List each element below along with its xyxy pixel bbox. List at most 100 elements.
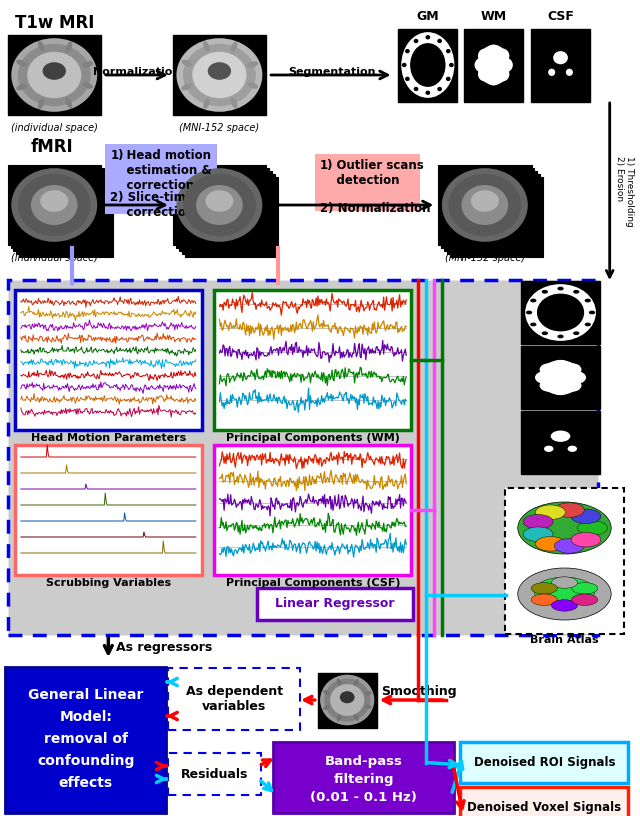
Ellipse shape xyxy=(572,583,598,594)
Ellipse shape xyxy=(65,98,72,109)
Text: (0.01 - 0.1 Hz): (0.01 - 0.1 Hz) xyxy=(310,791,417,804)
Text: confounding: confounding xyxy=(37,754,134,768)
Ellipse shape xyxy=(449,63,454,67)
Ellipse shape xyxy=(205,190,234,212)
Ellipse shape xyxy=(539,360,582,395)
Text: Outlier scans
    detection: Outlier scans detection xyxy=(320,159,424,187)
Bar xyxy=(521,411,600,474)
Text: Residuals: Residuals xyxy=(181,768,248,780)
FancyBboxPatch shape xyxy=(504,488,625,634)
Ellipse shape xyxy=(531,594,557,605)
Ellipse shape xyxy=(540,363,559,376)
Ellipse shape xyxy=(530,299,536,303)
Ellipse shape xyxy=(12,168,97,242)
Bar xyxy=(179,171,272,251)
FancyBboxPatch shape xyxy=(460,742,628,783)
Ellipse shape xyxy=(449,174,521,236)
Text: (MNI-152 space): (MNI-152 space) xyxy=(445,253,525,263)
Ellipse shape xyxy=(208,62,231,80)
Ellipse shape xyxy=(550,360,570,372)
Ellipse shape xyxy=(572,594,598,605)
Ellipse shape xyxy=(584,322,591,326)
Ellipse shape xyxy=(193,51,246,98)
Bar xyxy=(182,174,275,254)
Ellipse shape xyxy=(554,503,584,517)
Ellipse shape xyxy=(183,174,256,236)
Ellipse shape xyxy=(16,83,27,91)
Ellipse shape xyxy=(571,509,601,524)
Text: CSF: CSF xyxy=(547,10,574,23)
Ellipse shape xyxy=(471,190,499,212)
Ellipse shape xyxy=(177,168,262,242)
Text: (individual space): (individual space) xyxy=(11,123,98,133)
Ellipse shape xyxy=(530,322,536,326)
Text: Brain Atlas: Brain Atlas xyxy=(530,635,599,645)
Ellipse shape xyxy=(410,43,445,86)
Ellipse shape xyxy=(548,69,556,76)
Text: General Linear: General Linear xyxy=(28,688,143,702)
Bar xyxy=(173,35,266,115)
Ellipse shape xyxy=(330,684,364,716)
Ellipse shape xyxy=(405,49,410,53)
Text: Segmentation: Segmentation xyxy=(289,67,376,77)
Ellipse shape xyxy=(27,51,81,98)
FancyBboxPatch shape xyxy=(106,144,218,214)
Ellipse shape xyxy=(177,38,262,112)
Ellipse shape xyxy=(196,185,243,225)
Ellipse shape xyxy=(340,691,355,703)
Ellipse shape xyxy=(248,82,258,89)
FancyBboxPatch shape xyxy=(460,787,628,816)
FancyBboxPatch shape xyxy=(257,588,413,620)
Text: 1): 1) xyxy=(110,149,124,162)
Ellipse shape xyxy=(203,41,210,52)
Ellipse shape xyxy=(323,690,330,694)
Bar xyxy=(398,29,458,101)
Text: (individual space): (individual space) xyxy=(11,253,98,263)
FancyBboxPatch shape xyxy=(214,445,411,575)
Bar xyxy=(521,346,600,409)
Ellipse shape xyxy=(554,539,584,553)
FancyBboxPatch shape xyxy=(15,445,202,575)
Ellipse shape xyxy=(562,379,582,392)
Ellipse shape xyxy=(365,691,372,695)
Ellipse shape xyxy=(413,86,419,91)
Ellipse shape xyxy=(536,505,565,520)
Ellipse shape xyxy=(535,371,555,384)
Ellipse shape xyxy=(442,168,528,242)
Ellipse shape xyxy=(577,521,607,535)
Ellipse shape xyxy=(550,431,570,442)
Ellipse shape xyxy=(426,35,430,39)
Ellipse shape xyxy=(540,379,559,392)
Ellipse shape xyxy=(83,61,93,68)
Ellipse shape xyxy=(536,536,565,551)
Ellipse shape xyxy=(18,44,91,106)
Ellipse shape xyxy=(573,331,579,335)
FancyBboxPatch shape xyxy=(168,753,260,795)
Bar xyxy=(450,177,543,257)
Text: Head motion
    estimation &
    correction: Head motion estimation & correction xyxy=(110,149,212,192)
Ellipse shape xyxy=(478,48,493,63)
Ellipse shape xyxy=(65,42,72,52)
Ellipse shape xyxy=(562,363,582,376)
Ellipse shape xyxy=(523,515,553,529)
Ellipse shape xyxy=(541,290,548,294)
Ellipse shape xyxy=(446,49,451,53)
Ellipse shape xyxy=(437,39,442,43)
Bar xyxy=(17,174,110,254)
Ellipse shape xyxy=(203,98,210,109)
Ellipse shape xyxy=(537,294,584,331)
Ellipse shape xyxy=(584,299,591,303)
Ellipse shape xyxy=(38,98,45,109)
Ellipse shape xyxy=(18,174,91,236)
Ellipse shape xyxy=(324,679,370,721)
Ellipse shape xyxy=(523,527,553,542)
Ellipse shape xyxy=(544,446,554,452)
Ellipse shape xyxy=(552,600,577,611)
Ellipse shape xyxy=(401,32,454,98)
Ellipse shape xyxy=(541,331,548,335)
Ellipse shape xyxy=(534,577,595,605)
Text: Principal Components (WM): Principal Components (WM) xyxy=(226,433,400,443)
Ellipse shape xyxy=(477,45,510,85)
Ellipse shape xyxy=(525,284,596,341)
Ellipse shape xyxy=(486,45,501,60)
